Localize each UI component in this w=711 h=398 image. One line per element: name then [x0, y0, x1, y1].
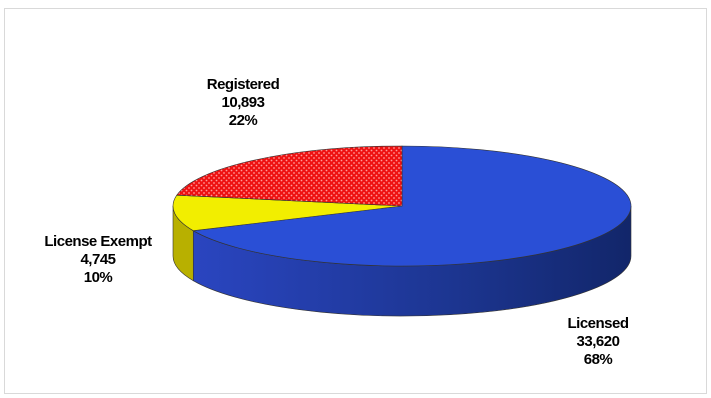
label-licensed: Licensed 33,620 68% [567, 315, 629, 368]
label-licensed-value: 33,620 [577, 333, 620, 350]
label-registered-value: 10,893 [222, 94, 265, 111]
pie-slice-licensed [192, 145, 632, 267]
pie-slice-license-exempt [172, 194, 403, 231]
pie-slice-registered [176, 145, 403, 207]
label-license-exempt-percent: 10% [84, 269, 113, 286]
label-registered-percent: 22% [229, 112, 258, 129]
label-registered-name: Registered [207, 76, 280, 93]
label-registered: Registered 10,893 22% [207, 76, 280, 129]
label-license-exempt-value: 4,745 [80, 251, 115, 268]
chart-frame: Registered 10,893 22% License Exempt 4,7… [4, 8, 707, 394]
label-license-exempt-name: License Exempt [44, 233, 152, 250]
label-licensed-percent: 68% [584, 351, 613, 368]
pie-chart: Registered 10,893 22% License Exempt 4,7… [44, 76, 632, 368]
label-licensed-name: Licensed [567, 315, 628, 332]
label-license-exempt: License Exempt 4,745 10% [44, 233, 152, 286]
